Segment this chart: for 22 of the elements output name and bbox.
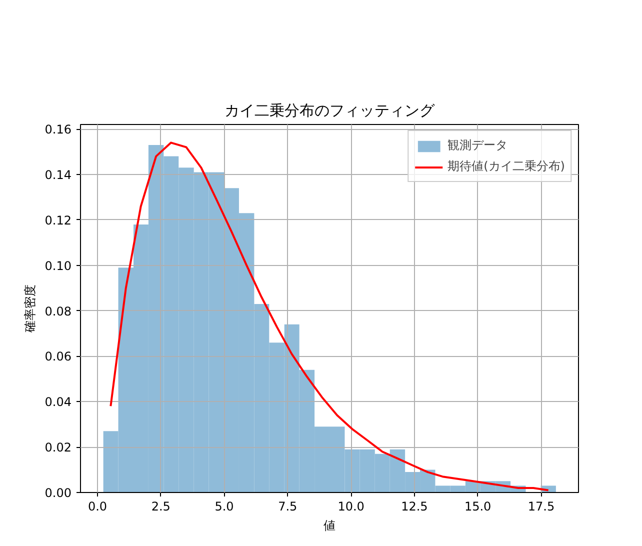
legend-label: 期待値(カイ二乗分布) xyxy=(448,158,565,175)
y-tick-label: 0.12 xyxy=(44,213,72,228)
x-tick-label: 12.5 xyxy=(401,500,428,514)
x-tick-label: 5.0 xyxy=(214,500,234,514)
y-tick-label: 0.00 xyxy=(44,486,72,500)
x-tick-label: 2.5 xyxy=(151,500,170,514)
x-tick-label: 17.5 xyxy=(528,500,555,514)
y-axis-title: 確率密度 xyxy=(22,284,37,334)
x-tick-label: 10.0 xyxy=(338,500,364,514)
y-tick-label: 0.02 xyxy=(44,440,72,455)
y-tick-label: 0.08 xyxy=(44,304,72,318)
y-tick-label: 0.14 xyxy=(44,168,72,182)
y-tick-label: 0.10 xyxy=(44,258,72,273)
y-tick-label: 0.16 xyxy=(44,122,72,137)
x-axis-title: 値 xyxy=(324,518,336,532)
legend-label: 観測データ xyxy=(448,137,508,154)
chart-title: カイ二乗分布のフィッティング xyxy=(224,102,436,120)
y-tick-label: 0.06 xyxy=(44,350,72,364)
x-tick-label: 7.5 xyxy=(278,500,298,514)
y-tick-label: 0.04 xyxy=(44,395,72,410)
x-tick-label: 0.0 xyxy=(88,500,108,514)
x-tick-label: 15.0 xyxy=(464,500,492,514)
